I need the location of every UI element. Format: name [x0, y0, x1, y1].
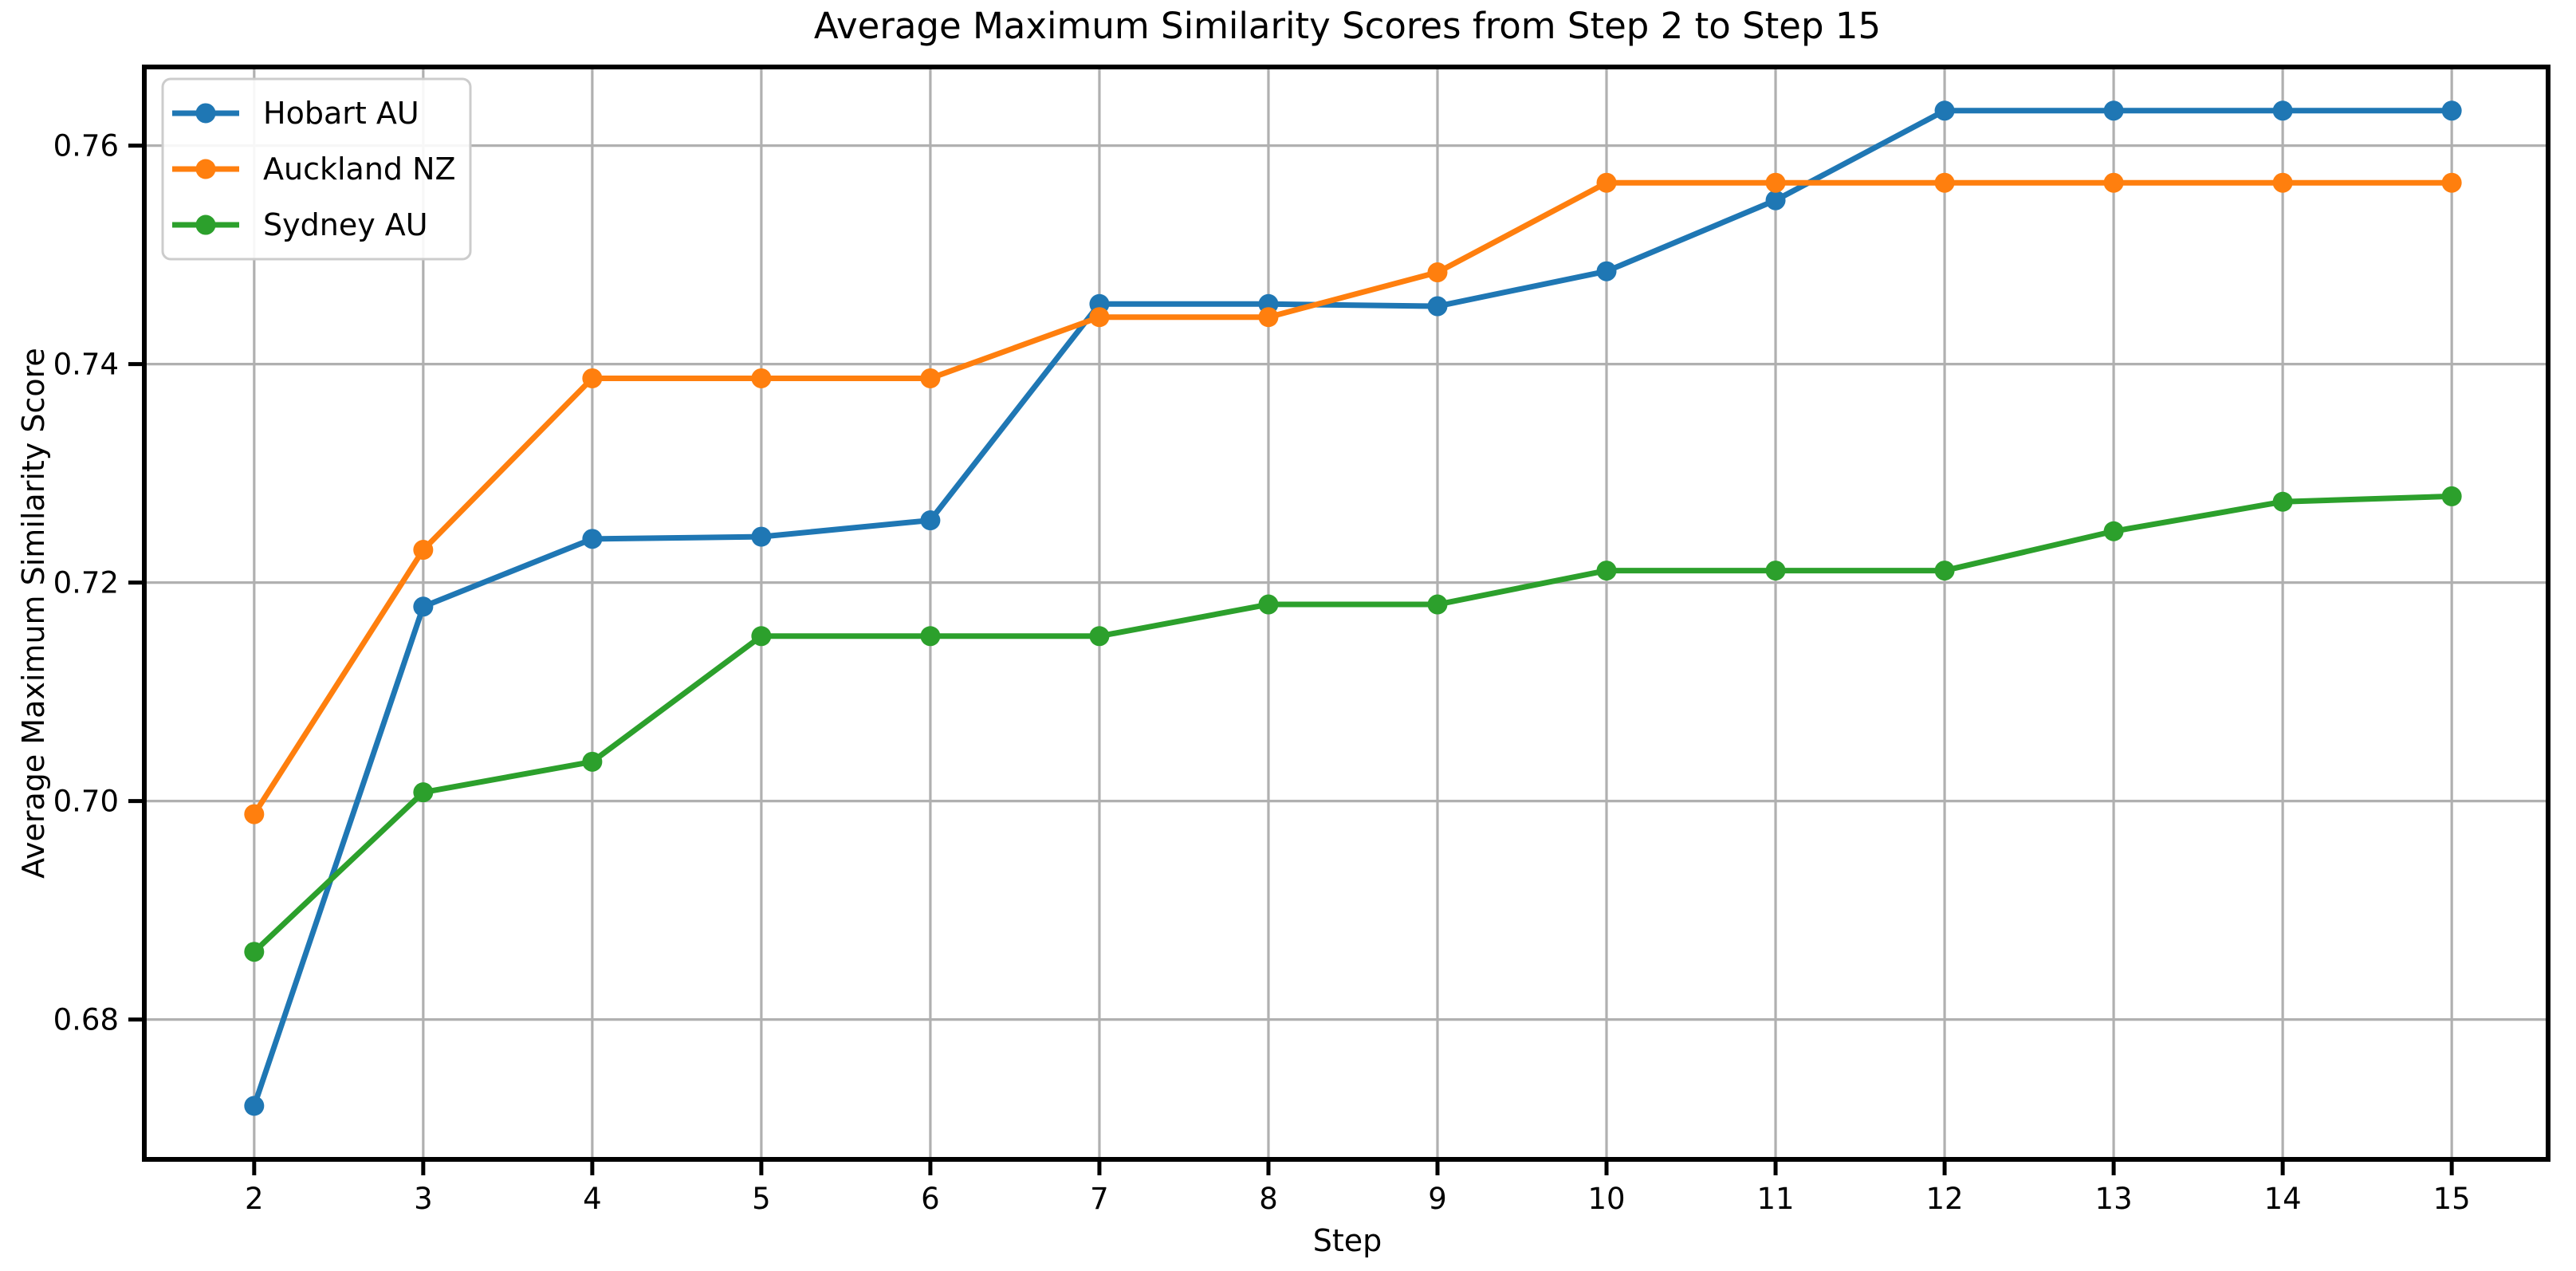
data-point [1089, 626, 1110, 647]
legend-item-sydney-au: Sydney AU [172, 207, 428, 242]
data-point [1258, 594, 1279, 615]
data-point [413, 540, 434, 561]
x-tick-label: 10 [1587, 1182, 1625, 1216]
x-tick-label: 4 [583, 1182, 602, 1216]
data-point [1934, 561, 1955, 581]
data-point [2103, 521, 2124, 541]
data-point [1427, 296, 1448, 317]
data-point [1427, 262, 1448, 283]
data-point [920, 510, 941, 531]
y-tick-label: 0.76 [53, 129, 119, 163]
x-tick-label: 12 [1926, 1182, 1964, 1216]
data-point [2103, 100, 2124, 121]
legend-handle-marker [195, 214, 216, 235]
data-point [920, 626, 941, 647]
data-point [2272, 100, 2293, 121]
legend: Hobart AU Auckland NZ Sydney AU [161, 77, 472, 261]
x-tick-label: 7 [1090, 1182, 1109, 1216]
data-point [1765, 172, 1786, 193]
data-point [751, 368, 772, 388]
legend-box [161, 77, 472, 261]
chart-title: Average Maximum Similarity Scores from S… [813, 5, 1882, 47]
x-tick-label: 11 [1756, 1182, 1794, 1216]
x-tick-label: 8 [1259, 1182, 1278, 1216]
data-point [2441, 100, 2462, 121]
data-point [1596, 561, 1617, 581]
data-point [1089, 307, 1110, 328]
data-point [1258, 307, 1279, 328]
y-ticks: 0.68 0.70 0.72 0.74 0.76 [53, 129, 144, 1037]
series-line-auckland-nz [251, 179, 2452, 816]
legend-item-hobart-au: Hobart AU [172, 96, 419, 131]
data-point [244, 942, 265, 962]
series-line-sydney-au [252, 493, 2452, 954]
plot-frame [142, 65, 2550, 1162]
x-tick-label: 14 [2264, 1182, 2302, 1216]
y-tick-label: 0.74 [53, 348, 119, 382]
data-point [244, 1096, 265, 1116]
legend-label: Auckland NZ [263, 151, 456, 187]
series-sydney-au [244, 486, 2462, 962]
data-point [582, 751, 603, 772]
data-point [413, 782, 434, 803]
data-point [1596, 172, 1617, 193]
x-tick-label: 15 [2433, 1182, 2471, 1216]
data-point [1765, 561, 1786, 581]
data-point [2441, 486, 2462, 506]
legend-label: Sydney AU [263, 207, 428, 242]
data-point [2441, 172, 2462, 193]
x-tick-label: 5 [752, 1182, 771, 1216]
data-point [1596, 261, 1617, 281]
data-point [582, 529, 603, 549]
data-point [413, 596, 434, 617]
series-line-hobart-au [251, 108, 2452, 1107]
x-tick-label: 13 [2095, 1182, 2133, 1216]
y-tick-label: 0.72 [53, 566, 119, 600]
legend-label: Hobart AU [263, 96, 419, 131]
data-point [2272, 491, 2293, 512]
x-tick-label: 9 [1428, 1182, 1447, 1216]
data-point [244, 804, 265, 824]
x-tick-label: 2 [245, 1182, 264, 1216]
y-tick-label: 0.70 [53, 785, 119, 819]
x-tick-label: 6 [921, 1182, 940, 1216]
data-point [2272, 172, 2293, 193]
data-point [920, 368, 941, 388]
legend-handle-marker [195, 103, 216, 124]
legend-handle-marker [195, 159, 216, 179]
data-point [751, 526, 772, 547]
x-ticks: 2 3 4 5 6 7 8 9 10 11 12 13 14 15 [245, 1159, 2471, 1216]
grid [144, 67, 2548, 1159]
x-tick-label: 3 [414, 1182, 433, 1216]
legend-item-auckland-nz: Auckland NZ [172, 151, 456, 187]
x-axis-label: Step [1312, 1223, 1382, 1258]
data-point [1427, 594, 1448, 615]
data-point [582, 368, 603, 388]
data-point [1934, 100, 1955, 121]
data-point [751, 626, 772, 647]
y-tick-label: 0.68 [53, 1003, 119, 1037]
data-point [1765, 190, 1786, 211]
series-hobart-au [244, 100, 2462, 1116]
data-point [2103, 172, 2124, 193]
series-auckland-nz [244, 172, 2462, 824]
data-point [1934, 172, 1955, 193]
